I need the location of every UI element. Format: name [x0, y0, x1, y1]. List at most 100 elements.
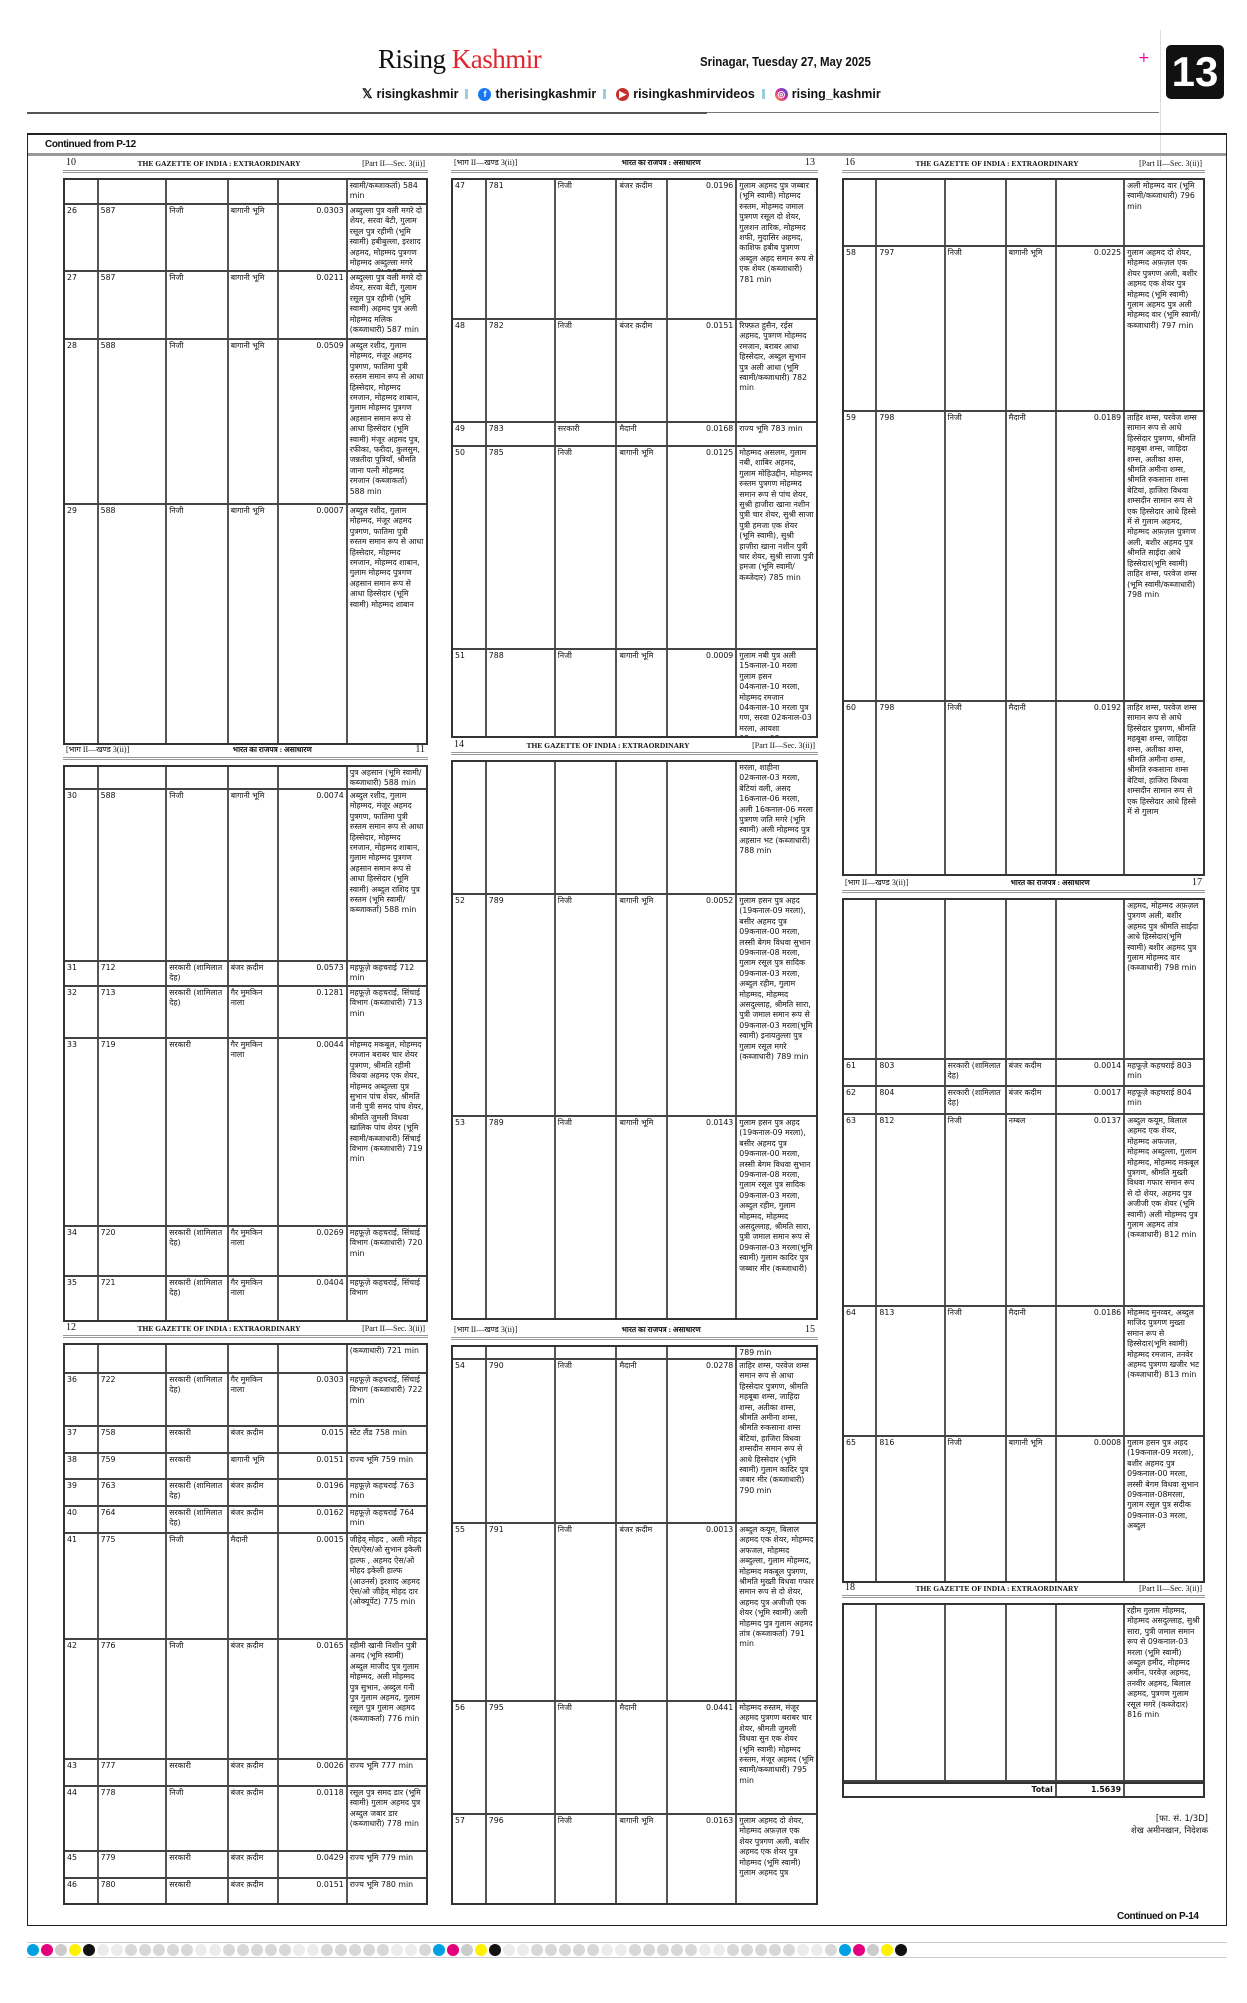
cell-khasra: 789 [487, 1117, 556, 1318]
color-swatch [699, 1944, 711, 1956]
color-swatch [853, 1944, 865, 1956]
cell-ownership: निजी [167, 1787, 229, 1850]
cell-sl: 36 [65, 1374, 99, 1425]
cell-owner: महफूज़े कहचराई 804 min [1127, 1088, 1192, 1108]
cell-sl: 47 [453, 180, 487, 318]
land-table: 47 781 निजी बंजर क़दीम 0.0196 गुलाम अहमद पुत्… [451, 178, 818, 738]
color-swatch [307, 1944, 319, 1956]
gazette-page-number: 10 [66, 157, 76, 168]
cell-area: 0.0404 [279, 1277, 348, 1320]
social-handle-youtube[interactable]: risingkashmirvideos [633, 87, 755, 101]
cell-ownership: निजी [556, 320, 618, 421]
cell-ownership: सरकारी [556, 423, 618, 445]
color-swatch [265, 1944, 277, 1956]
color-swatch [335, 1944, 347, 1956]
table-row: 49 783 सरकारी मैदानी 0.0168 राज्य भूमि 783 mi… [453, 423, 816, 447]
cell-khasra: 783 [487, 423, 556, 445]
color-swatch [237, 1944, 249, 1956]
cell-khasra [877, 900, 946, 1058]
cell-khasra: 798 [877, 412, 946, 700]
cell-ownership [946, 180, 1007, 245]
cell-ownership: सरकारी (शामिलात देह) [946, 1087, 1007, 1113]
cell-land: बागानी भूमि [617, 447, 669, 648]
table-row: 47 781 निजी बंजर क़दीम 0.0196 गुलाम अहमद पुत्… [453, 180, 816, 320]
cell-ownership [167, 767, 229, 788]
cell-area: 0.0196 [279, 1480, 348, 1505]
cell-ownership: निजी [946, 702, 1007, 874]
cell-land: बागानी भूमि [229, 790, 280, 960]
cell-khasra [877, 1605, 946, 1780]
cell-ownership: सरकारी [167, 1879, 229, 1903]
land-table: अहमद, मोहम्मद अफ़ज़ल पुत्रगण अली, बशीर अ… [842, 898, 1205, 1583]
cell-owner: मोहम्मद मकबूल, मोहम्मद रमजान बराबर चार श… [349, 1040, 424, 1164]
cell-sl: 41 [65, 1534, 99, 1638]
color-swatch [643, 1944, 655, 1956]
page-header: 12 THE GAZETTE OF INDIA : EXTRAORDINARY [P… [63, 1322, 428, 1338]
page-header: [भाग II—खण्ड 3(ii)] भारत का राजपत्र : असा… [63, 744, 428, 760]
total-empty [1125, 1784, 1203, 1796]
table-row-continuation: अहमद, मोहम्मद अफ़ज़ल पुत्रगण अली, बशीर अ… [844, 900, 1203, 1060]
cell-land: गैर मुमकिन नाला [229, 987, 280, 1037]
divider [27, 112, 707, 114]
cell-ownership: सरकारी [167, 1039, 229, 1225]
gazette-page-number: 18 [845, 1582, 855, 1593]
gazette-title: भारत का राजपत्र : असाधारण [621, 158, 701, 167]
cell-land: बंजर क़दीम [229, 962, 280, 985]
cell-sl: 63 [844, 1115, 878, 1305]
cell-land: मैदानी [617, 1360, 669, 1522]
cell-owner: राज्य भूमि 777 min [349, 1761, 414, 1770]
cell-sl: 46 [65, 1879, 99, 1903]
color-swatch [405, 1944, 417, 1956]
cell-sl: 29 [65, 505, 99, 743]
cell-khasra [877, 180, 946, 245]
color-swatch [517, 1944, 529, 1956]
gazette-section: [Part II—Sec. 3(ii)] [362, 159, 425, 168]
cell-area: 0.0441 [668, 1702, 738, 1813]
cell-ownership [167, 180, 229, 203]
social-handle-instagram[interactable]: rising_kashmir [791, 87, 881, 101]
cell-ownership: निजी [556, 1117, 618, 1318]
youtube-icon: ▶ [616, 87, 630, 101]
cell-area: 0.0163 [668, 1815, 738, 1903]
land-table: पुत्र अहसान (भूमि स्वामी/कब्जाधारी) 588 … [63, 765, 428, 1322]
cell-sl: 50 [453, 447, 487, 648]
cell-sl: 65 [844, 1437, 878, 1581]
divider [707, 112, 1159, 113]
land-table: अली मोहम्मद वार (भूमि स्वामी/कब्जाधारी) … [842, 178, 1205, 876]
cell-area [668, 762, 738, 893]
cell-khasra: 804 [877, 1087, 946, 1113]
file-number: [फा. सं. 1/3D] [1155, 1814, 1208, 1824]
cell-land: बंजर क़दीम [617, 180, 669, 318]
color-swatch [755, 1944, 767, 1956]
cell-ownership: निजी [556, 180, 618, 318]
cell-owner: स्टेट लैंड 758 min [349, 1428, 408, 1437]
cell-land: बंजर क़दीम [229, 1507, 280, 1532]
color-swatch [447, 1944, 459, 1956]
social-handle-x[interactable]: risingkashmir [376, 87, 459, 101]
land-table: 789 min 54 790 निजी मैदानी 0.0278 ताहिर शम्स, … [451, 1345, 818, 1905]
cell-ownership: निजी [556, 1815, 618, 1903]
cell-area: 0.0017 [1057, 1087, 1126, 1113]
cell-sl [844, 1605, 878, 1780]
cell-owner: महफूज़े कहचराई, सिंचाई विभाग (कब्जाधारी)… [349, 1228, 423, 1258]
social-handle-facebook[interactable]: therisingkashmir [495, 87, 597, 101]
cell-owner: महफूज़े कहचराई 712 min [349, 963, 415, 983]
brand-first: Rising [378, 44, 446, 74]
table-row: 36 722 सरकारी (शामिलात देह) गैर मुमकिन नाला… [65, 1374, 426, 1427]
cell-land: बंजर क़दीम [229, 1640, 280, 1758]
cell-area: 0.0007 [279, 505, 348, 743]
color-swatch [881, 1944, 893, 1956]
color-swatch [97, 1944, 109, 1956]
table-row-continuation: 789 min [453, 1347, 816, 1360]
table-row: 62 804 सरकारी (शामिलात देह) बंजर कदीम 0.0017… [844, 1087, 1203, 1115]
cell-owner: 789 min [739, 1348, 772, 1357]
total-label: Total [844, 1784, 1057, 1796]
cell-khasra: 776 [99, 1640, 168, 1758]
gazette-title: भारत का राजपत्र : असाधारण [1010, 878, 1090, 887]
table-row: 51 788 निजी बागानी भूमि 0.0009 गुलाम नबी पुत्… [453, 650, 816, 736]
cell-khasra: 713 [99, 987, 168, 1037]
cell-owner: (कब्जाधारी) 721 min [349, 1346, 419, 1355]
land-table: रहीम गुलाम मोहम्मद, मोहम्मद असदुल्लाह, स… [842, 1603, 1205, 1798]
color-swatch [433, 1944, 445, 1956]
cell-ownership: निजी [167, 205, 229, 270]
